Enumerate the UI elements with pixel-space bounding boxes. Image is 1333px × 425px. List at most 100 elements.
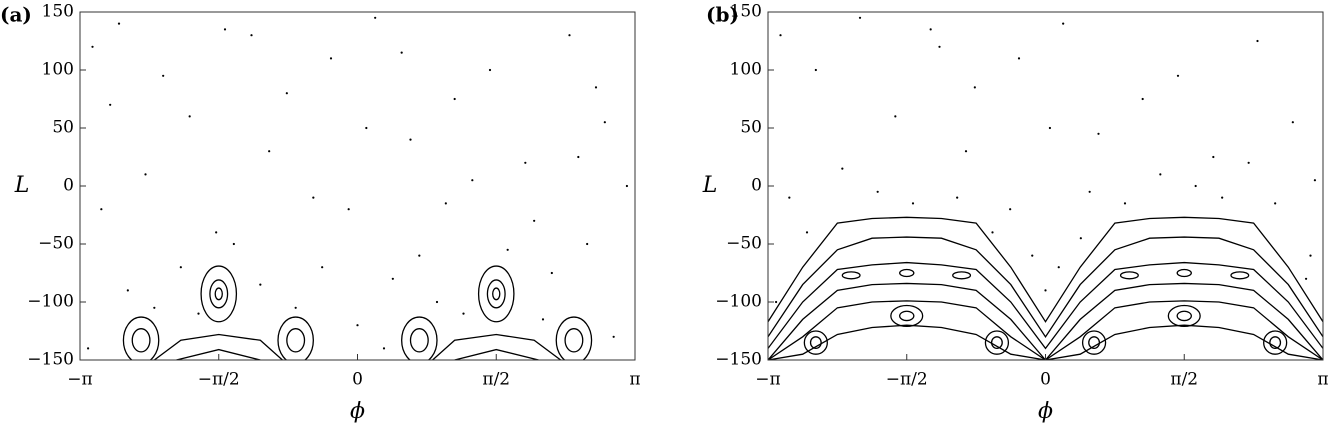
- point: [1274, 202, 1277, 205]
- point: [117, 22, 121, 25]
- x-tick-label: −π: [67, 370, 92, 390]
- island-orbit: [952, 271, 972, 280]
- island-orbit: [809, 336, 822, 350]
- point: [259, 283, 262, 286]
- point: [374, 16, 377, 19]
- point: [1048, 126, 1052, 130]
- point: [805, 231, 809, 234]
- island-orbit: [1167, 304, 1201, 328]
- orbit-curve: [176, 348, 261, 360]
- point: [391, 277, 394, 280]
- point: [506, 248, 509, 251]
- y-tick-label: 100: [42, 60, 74, 80]
- island-orbit: [1176, 268, 1192, 278]
- point: [321, 266, 324, 269]
- x-tick-label: −π: [755, 370, 780, 390]
- point: [603, 121, 606, 124]
- point: [814, 68, 817, 72]
- plot-area: [768, 16, 1323, 360]
- point: [179, 266, 182, 269]
- y-axis-label: L: [14, 173, 30, 198]
- point: [153, 306, 156, 309]
- island-orbit: [1263, 330, 1288, 355]
- island-orbit: [984, 330, 1010, 355]
- island-orbit: [492, 287, 501, 301]
- point: [1221, 196, 1224, 199]
- point: [956, 196, 959, 199]
- island-orbit: [803, 330, 828, 355]
- point: [1212, 155, 1215, 159]
- point: [268, 150, 271, 153]
- y-tick-label: 50: [740, 118, 762, 138]
- x-tick-label: 0: [1040, 370, 1051, 390]
- orbit-curve: [768, 261, 1323, 350]
- y-tick-label: −100: [715, 292, 762, 312]
- orbit-curve: [768, 324, 1323, 360]
- point: [409, 138, 412, 141]
- point: [285, 92, 288, 95]
- point: [435, 300, 439, 304]
- orbit-curve: [153, 333, 283, 360]
- point: [215, 231, 218, 234]
- point: [858, 16, 862, 19]
- point: [1194, 184, 1197, 188]
- x-tick-label: π: [629, 370, 640, 390]
- point: [779, 34, 782, 37]
- x-axis-label: ϕ: [1038, 399, 1053, 424]
- point: [938, 45, 941, 48]
- point: [524, 161, 527, 164]
- point: [594, 86, 598, 89]
- point: [876, 190, 879, 193]
- island-orbit: [1119, 271, 1139, 280]
- island-orbit: [122, 316, 160, 360]
- island-orbit: [477, 265, 515, 323]
- plot-area: [86, 16, 629, 360]
- point: [1309, 254, 1312, 257]
- island-orbit: [1269, 336, 1282, 350]
- point: [1079, 237, 1082, 240]
- island-orbit: [486, 279, 506, 309]
- island-orbit: [209, 279, 229, 309]
- point: [162, 74, 165, 77]
- point: [453, 97, 456, 101]
- island-orbit: [286, 328, 306, 353]
- y-tick-label: −150: [715, 350, 762, 370]
- point: [400, 51, 403, 54]
- island-orbit: [1081, 330, 1107, 355]
- x-axis-label: ϕ: [350, 399, 365, 424]
- island-orbit: [277, 316, 314, 360]
- panel-label: (a): [0, 3, 32, 27]
- point: [612, 335, 615, 338]
- point: [444, 202, 447, 205]
- point: [1088, 190, 1091, 193]
- point: [991, 231, 994, 234]
- island-orbit: [200, 265, 238, 323]
- point: [1057, 266, 1060, 269]
- point: [100, 208, 103, 211]
- point: [973, 86, 976, 89]
- point: [471, 179, 474, 182]
- y-tick-label: 0: [63, 176, 74, 196]
- island-orbit: [990, 336, 1003, 350]
- point: [1062, 22, 1065, 25]
- x-tick-label: π: [1317, 370, 1328, 390]
- point: [533, 219, 536, 222]
- y-tick-label: −150: [27, 350, 74, 370]
- island-orbit: [899, 268, 915, 278]
- point: [568, 34, 571, 37]
- point: [964, 150, 968, 153]
- y-tick-label: 150: [42, 2, 74, 22]
- y-tick-label: −100: [27, 292, 74, 312]
- island-orbit: [409, 328, 429, 353]
- orbit-curve: [768, 236, 1323, 338]
- point: [1291, 121, 1294, 124]
- x-tick-label: −π/2: [198, 370, 240, 390]
- orbit-curve: [432, 333, 562, 360]
- point: [382, 347, 386, 350]
- point: [774, 300, 778, 304]
- y-tick-label: 0: [751, 176, 762, 196]
- point: [911, 202, 915, 205]
- island-orbit: [401, 316, 438, 360]
- point: [586, 242, 589, 246]
- x-tick-label: π/2: [1170, 370, 1198, 390]
